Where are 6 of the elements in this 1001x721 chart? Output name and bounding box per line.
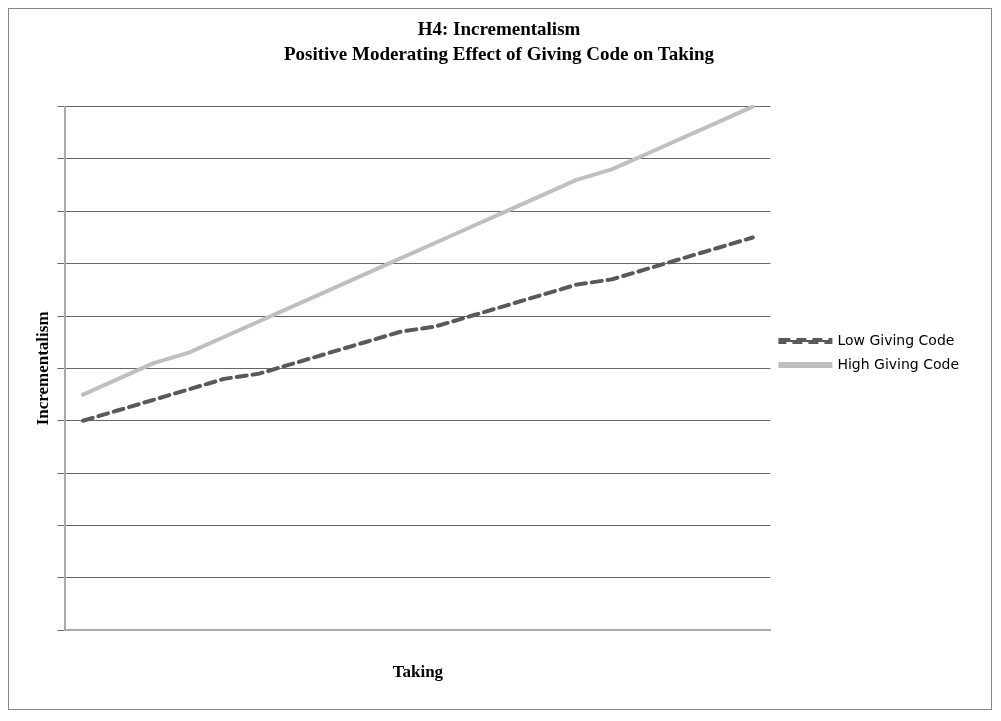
legend-label: High Giving Code [837,355,959,372]
chart-title: H4: Incrementalism [417,18,581,40]
y-axis-title: Incrementalism [32,311,52,426]
chart-subtitle: Positive Moderating Effect of Giving Code on Taking [283,43,715,65]
legend-label: Low Giving Code [837,331,955,348]
x-axis-title: Taking [392,662,444,682]
